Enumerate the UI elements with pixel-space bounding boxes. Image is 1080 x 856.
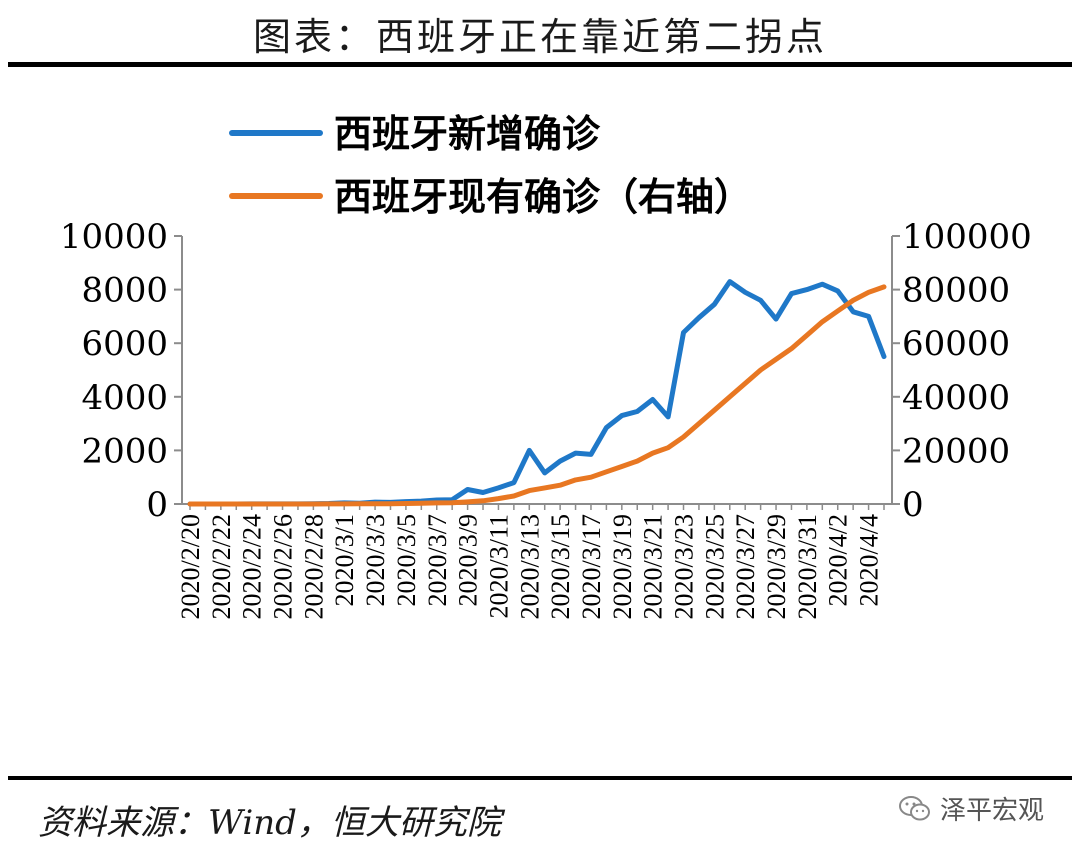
x-tick-label: 2020/4/4 [855, 514, 884, 606]
right-tick-label: 100000 [902, 217, 1032, 257]
x-tick-label: 2020/2/26 [269, 514, 298, 619]
x-tick-label: 2020/2/22 [207, 514, 236, 619]
chart-title: 图表：西班牙正在靠近第二拐点 [252, 15, 827, 59]
left-tick-label: 6000 [81, 324, 168, 364]
watermark: 泽平宏观 [898, 790, 1044, 827]
series-line-new-cases [187, 279, 887, 507]
left-tick-label: 4000 [81, 378, 168, 418]
x-tick-label: 2020/3/5 [392, 514, 421, 606]
left-tick-label: 0 [146, 485, 168, 525]
x-tick-label: 2020/3/17 [577, 514, 606, 619]
x-tick-label: 2020/3/31 [793, 514, 822, 619]
top-rule [8, 62, 1072, 67]
x-tick-label: 2020/3/7 [423, 514, 452, 606]
x-tick-label: 2020/3/23 [670, 514, 699, 619]
right-tick-label: 20000 [902, 431, 1010, 471]
right-tick-label: 60000 [902, 324, 1010, 364]
legend-label-active-cases: 西班牙现有确诊（右轴） [334, 175, 752, 219]
wechat-icon [899, 795, 930, 820]
left-tick-label: 10000 [60, 217, 168, 257]
x-tick-label: 2020/3/11 [484, 514, 513, 618]
watermark-label: 泽平宏观 [940, 796, 1045, 826]
series-line-active-cases [187, 284, 887, 507]
right-tick-label: 80000 [902, 271, 1010, 311]
x-tick-label: 2020/2/20 [176, 514, 205, 619]
x-tick-label: 2020/3/21 [639, 514, 668, 619]
x-tick-label: 2020/3/15 [546, 514, 575, 619]
left-tick-label: 8000 [81, 271, 168, 311]
x-tick-label: 2020/3/25 [700, 514, 729, 619]
x-tick-label: 2020/3/13 [515, 514, 544, 619]
legend-label-new-cases: 西班牙新增确诊 [334, 112, 601, 156]
x-tick-label: 2020/3/27 [731, 514, 760, 619]
source-note: 资料来源：Wind，恒大研究院 [38, 803, 501, 843]
x-tick-label: 2020/2/24 [238, 514, 267, 619]
left-tick-label: 2000 [81, 431, 168, 471]
x-tick-label: 2020/3/1 [330, 514, 359, 606]
right-tick-label: 0 [902, 485, 924, 525]
x-tick-label: 2020/3/19 [608, 514, 637, 619]
x-tick-label: 2020/2/28 [299, 514, 328, 619]
x-tick-label: 2020/3/29 [762, 514, 791, 619]
right-tick-label: 40000 [902, 378, 1010, 418]
x-tick-label: 2020/3/3 [361, 514, 390, 606]
bottom-rule [8, 776, 1072, 780]
x-tick-label: 2020/4/2 [824, 514, 853, 606]
x-tick-label: 2020/3/9 [454, 514, 483, 606]
